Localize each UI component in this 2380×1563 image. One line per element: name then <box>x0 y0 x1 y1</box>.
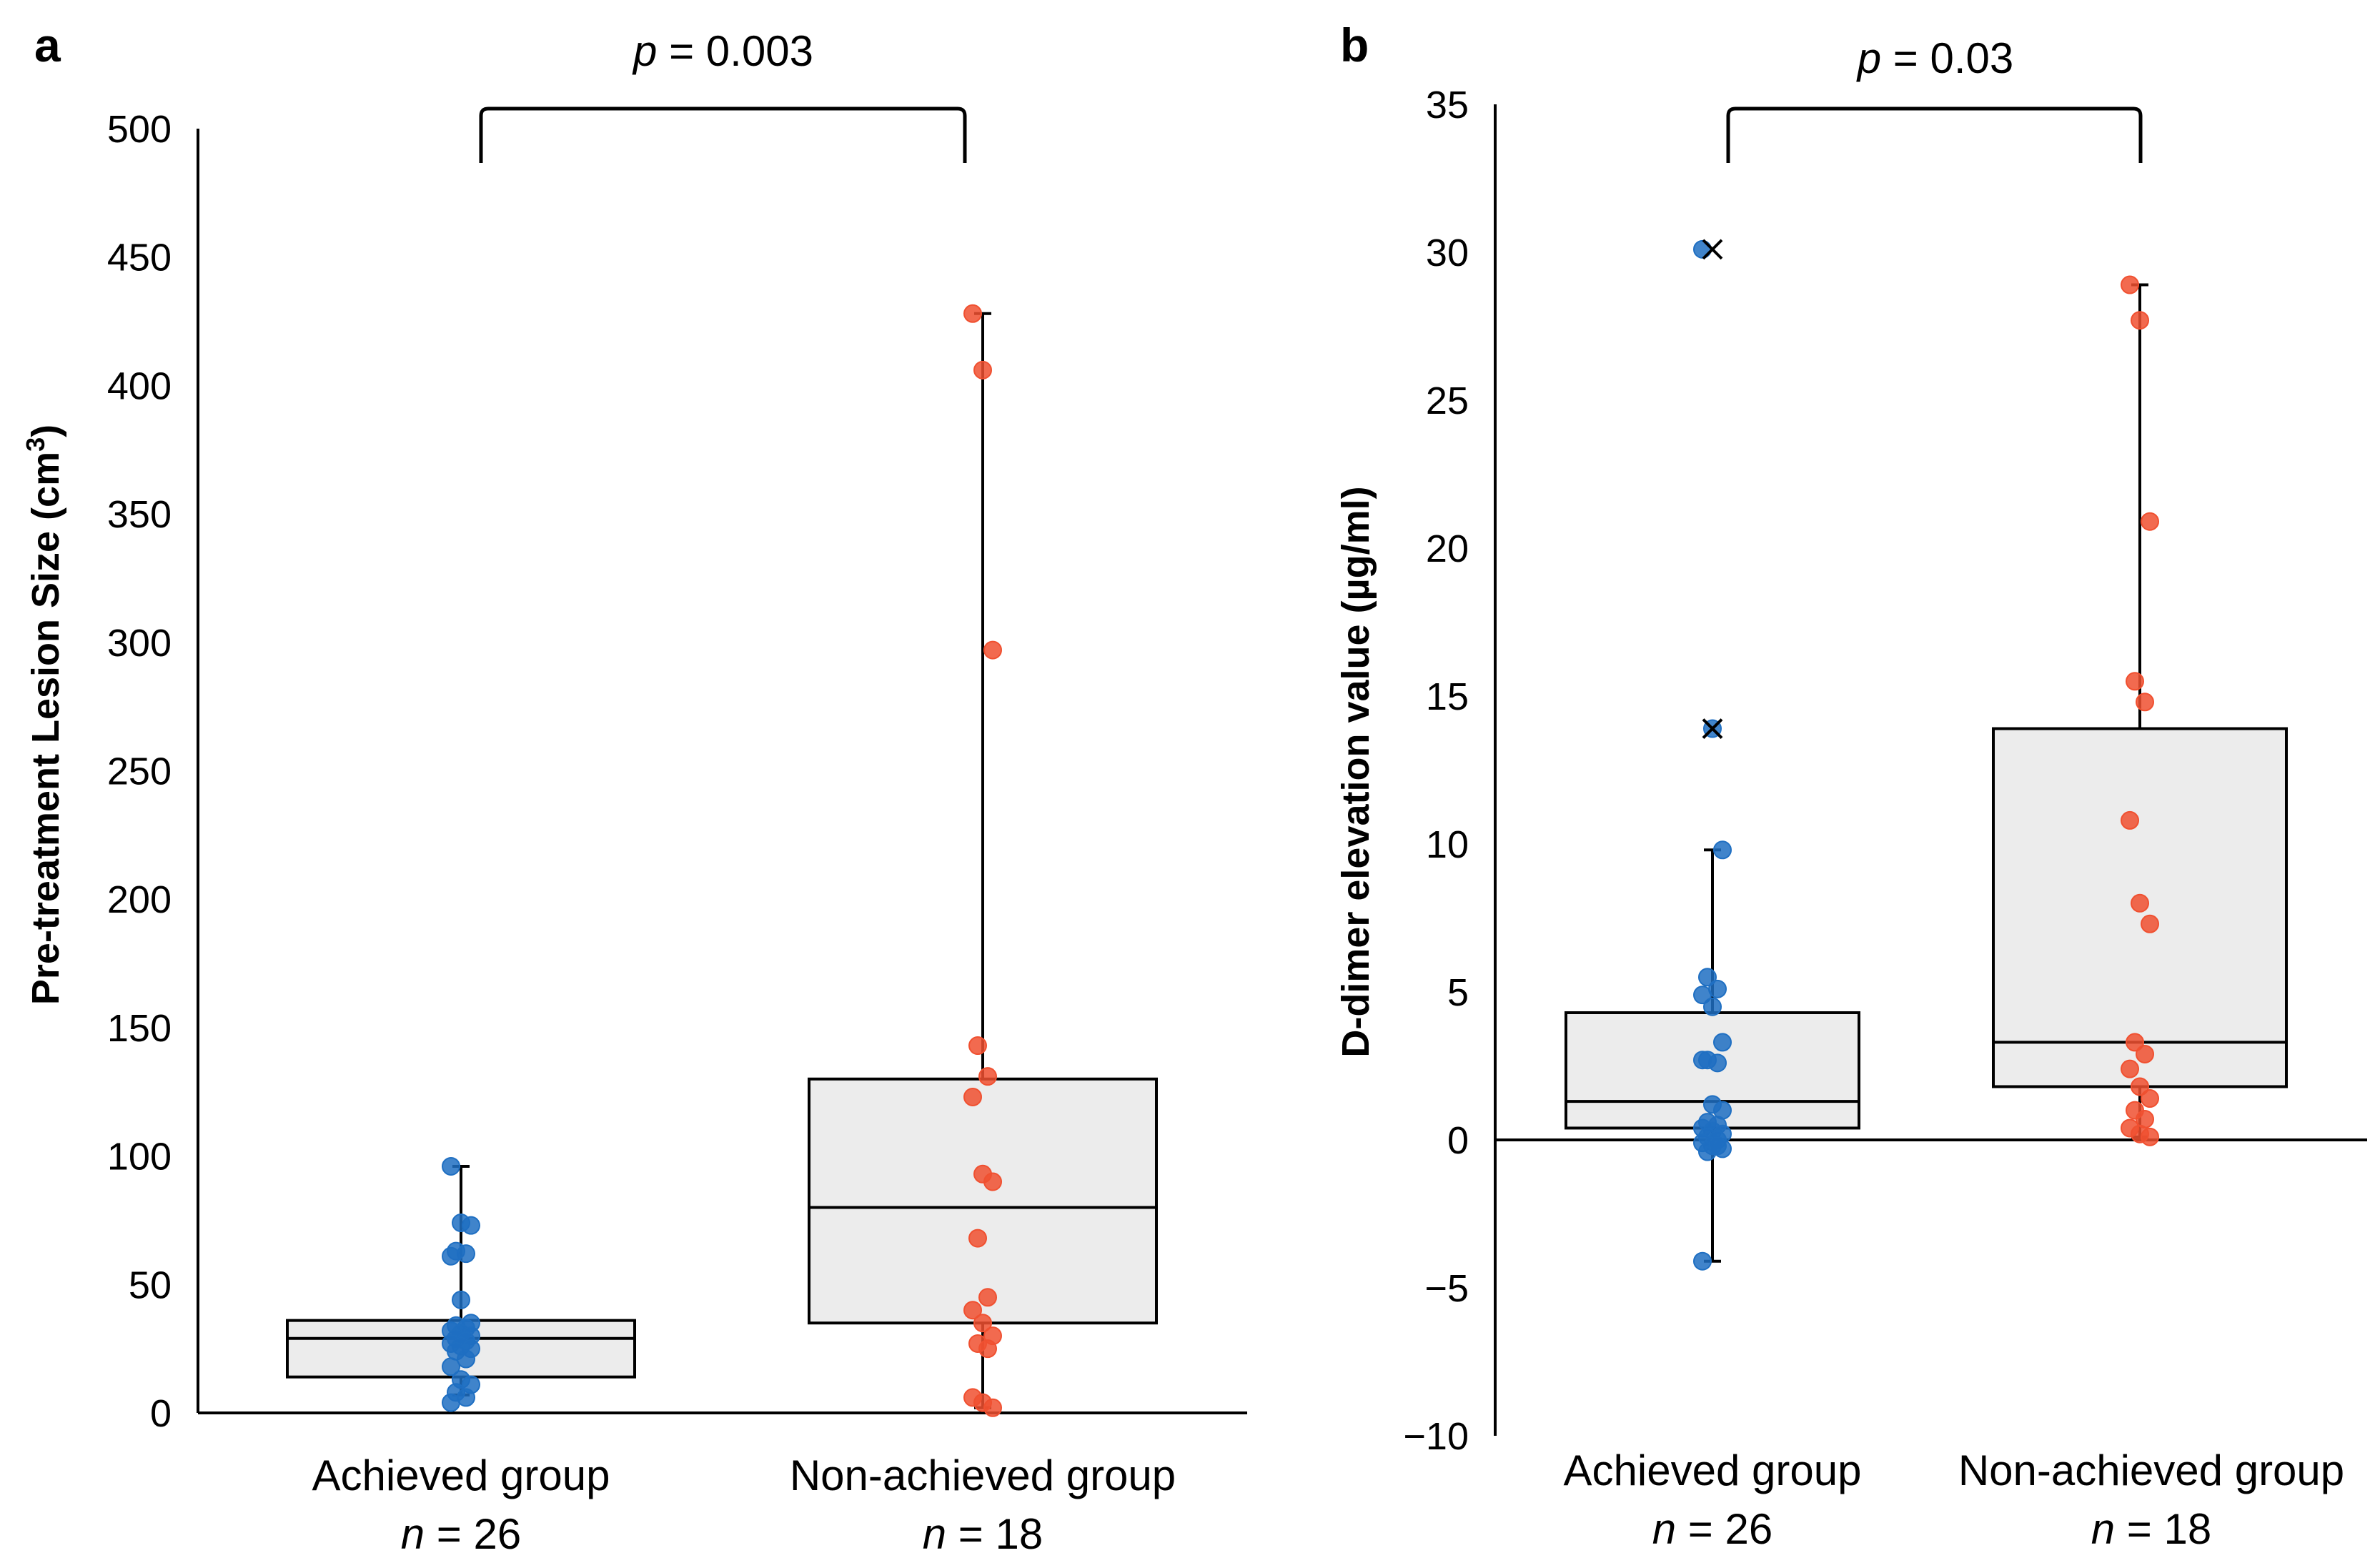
panel-b-group-achieved-data-point <box>1693 986 1712 1005</box>
panel-b-y-axis-title: D-dimer elevation value (µg/ml) <box>1334 486 1377 1057</box>
panel-b-n-achieved: n = 26 <box>1652 1505 1773 1553</box>
panel-b-group-non-achieved-data-point <box>2131 1077 2149 1096</box>
panel-a-group-achieved-data-point <box>442 1246 460 1266</box>
panel-b-group-achieved-data-point <box>1708 1136 1727 1156</box>
panel-b-group-achieved-outlier-marker <box>1702 718 1723 739</box>
panel-b-y-tick-label: 30 <box>1426 232 1469 274</box>
panel-a-group-non-achieved-data-point <box>983 1398 1002 1417</box>
panel-b-significance-bracket <box>1726 106 2143 163</box>
panel-b-group-achieved-data-point <box>1713 1033 1732 1052</box>
panel-a: a Pre-treatment Lesion Size (cm3) p = 0.… <box>21 19 1247 1558</box>
panel-a-group-non-achieved-box <box>808 1077 1158 1325</box>
panel-b-y-tick-label: 35 <box>1426 84 1469 126</box>
panel-a-group-achieved-data-point <box>462 1216 480 1235</box>
panel-a-group-achieved-data-point <box>457 1244 475 1264</box>
panel-a-y-tick-label: 200 <box>107 878 172 921</box>
panel-a-y-tick-label: 100 <box>107 1136 172 1179</box>
panel-a-group-achieved-data-point <box>442 1357 460 1376</box>
panel-b-group-achieved-data-point <box>1693 1051 1712 1070</box>
panel-a-n-achieved: n = 26 <box>401 1510 522 1558</box>
panel-b-label: b <box>1340 19 1369 71</box>
panel-a-category-non-achieved: Non-achieved group <box>790 1452 1176 1499</box>
panel-a-group-achieved-data-point <box>457 1349 475 1369</box>
panel-b-group-achieved-data-point <box>1708 1053 1727 1073</box>
panel-a-y-tick-label: 0 <box>150 1392 172 1435</box>
panel-b-group-non-achieved-data-point <box>2121 810 2139 830</box>
panel-b-group-non-achieved-data-point <box>2121 275 2139 294</box>
panel-a-y-axis-title: Pre-treatment Lesion Size (cm3) <box>21 425 67 1005</box>
panel-b-category-non-achieved: Non-achieved group <box>1958 1447 2344 1494</box>
panel-a-group-non-achieved-data-point <box>963 304 982 323</box>
panel-b-group-non-achieved-data-point <box>2131 311 2149 330</box>
panel-a-category-labels: Achieved group n = 26 Non-achieved group… <box>312 1452 1176 1558</box>
panel-a-group-non-achieved-data-point <box>963 1087 982 1106</box>
panel-a-p-value: p = 0.003 <box>632 27 813 75</box>
panel-b-category-achieved: Achieved group <box>1564 1447 1862 1494</box>
panel-a-y-tick-label: 250 <box>107 750 172 793</box>
panel-a-label: a <box>34 19 61 71</box>
panel-a-group-non-achieved-data-point <box>978 1288 997 1307</box>
panel-a-group-non-achieved-data-point <box>968 1036 987 1056</box>
panel-a-group-non-achieved-data-point <box>973 1314 992 1333</box>
panel-a-y-tick-label: 300 <box>107 622 172 665</box>
panel-b-y-tick-label: 5 <box>1447 971 1469 1014</box>
panel-a-group-non-achieved-data-point <box>983 1172 1002 1191</box>
panel-b-group-non-achieved-data-point <box>2121 1059 2139 1078</box>
panel-b-group-achieved-data-point <box>1693 1251 1712 1271</box>
panel-b-group-non-achieved-data-point <box>2141 1127 2159 1146</box>
panel-b-group-non-achieved-data-point <box>2126 672 2144 691</box>
panel-b-group-non-achieved-data-point <box>2131 893 2149 913</box>
panel-b-y-tick-label: 20 <box>1426 527 1469 570</box>
panel-b-group-non-achieved-data-point <box>2141 512 2159 531</box>
panel-a-y-tick-label: 150 <box>107 1007 172 1050</box>
panel-b-y-tick-label: 15 <box>1426 675 1469 718</box>
panel-b-category-labels: Achieved group n = 26 Non-achieved group… <box>1564 1447 2345 1553</box>
panel-a-group-non-achieved-data-point <box>963 1301 982 1320</box>
panel-b-y-tick-label: 0 <box>1447 1119 1469 1162</box>
panel-a-group-non-achieved-data-point <box>973 360 992 379</box>
panel-b-y-tick-label: −10 <box>1403 1415 1469 1458</box>
panel-a-y-tick-label: 450 <box>107 237 172 279</box>
panel-b-group-non-achieved-data-point <box>2141 914 2159 933</box>
panel-b-group-non-achieved-data-point <box>2126 1033 2144 1052</box>
panel-a-group-non-achieved-data-point <box>983 640 1002 660</box>
panel-b-group-achieved-data-point <box>1703 997 1722 1016</box>
panel-a-group-achieved-data-point <box>442 1156 460 1176</box>
panel-a-group-non-achieved-data-point <box>968 1229 987 1248</box>
panel-a-significance-bracket <box>479 106 967 163</box>
panel-a-group-non-achieved-data-point <box>978 1067 997 1086</box>
panel-b-group-achieved-data-point <box>1713 840 1732 860</box>
panel-b-y-tick-label: −5 <box>1424 1267 1469 1310</box>
panel-a-y-tick-label: 50 <box>129 1264 172 1306</box>
panel-a-y-tick-label: 500 <box>107 108 172 151</box>
panel-b-group-non-achieved-data-point <box>2136 693 2154 712</box>
panel-b-p-value: p = 0.03 <box>1856 34 2014 82</box>
panel-b-group-achieved-data-point <box>1698 968 1717 987</box>
panel-b: b D-dimer elevation value (µg/ml) p = 0.… <box>1334 19 2367 1553</box>
panel-b-n-non-achieved: n = 18 <box>2091 1505 2212 1553</box>
panel-a-n-non-achieved: n = 18 <box>923 1510 1043 1558</box>
panel-b-y-tick-label: 25 <box>1426 379 1469 422</box>
panel-a-group-achieved-data-point <box>452 1290 470 1309</box>
panel-b-group-non-achieved-data-point <box>2141 1089 2159 1108</box>
panel-a-group-non-achieved-data-point <box>978 1339 997 1359</box>
panel-a-group-achieved-data-point <box>442 1393 460 1412</box>
panel-a-y-tick-label: 400 <box>107 364 172 407</box>
panel-a-category-achieved: Achieved group <box>312 1452 610 1499</box>
panel-b-group-achieved-outlier-marker <box>1702 239 1723 260</box>
panel-b-group-non-achieved-data-point <box>2136 1044 2154 1063</box>
panel-b-y-tick-label: 10 <box>1426 823 1469 866</box>
panel-a-y-tick-label: 350 <box>107 493 172 536</box>
